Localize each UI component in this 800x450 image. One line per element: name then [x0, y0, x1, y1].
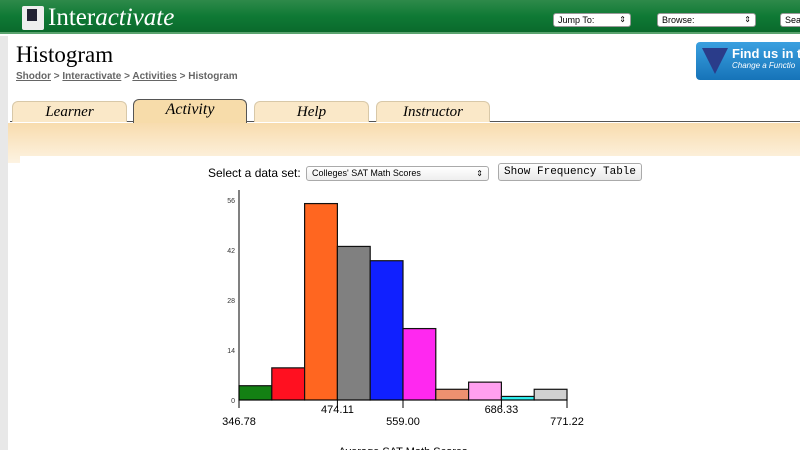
tab-bar: Learner Activity Help Instructor [10, 99, 800, 123]
activity-panel [20, 156, 800, 450]
browse-label: Browse: [662, 15, 695, 25]
histogram-bar [304, 202, 338, 401]
histogram-bar [468, 381, 502, 401]
y-tick-label: 56 [227, 198, 235, 205]
histogram-bar [238, 385, 273, 401]
histogram-bar [533, 388, 568, 401]
x-axis-label: Average SAT Math Scores [338, 446, 468, 450]
breadcrumb-activities[interactable]: Activities [132, 71, 177, 82]
tab-help[interactable]: Help [254, 101, 369, 122]
reader-icon [22, 6, 44, 30]
search-input[interactable]: Sea [780, 13, 800, 27]
dataset-select[interactable]: Colleges' SAT Math Scores ⇕ [306, 166, 489, 181]
select-arrows-icon: ⇕ [476, 169, 483, 178]
breadcrumb: Shodor > Interactivate > Activities > Hi… [16, 71, 238, 82]
tab-instructor[interactable]: Instructor [376, 101, 490, 122]
x-tick-label: 474.11 [321, 404, 354, 416]
x-tick-label: 559.00 [386, 416, 420, 428]
x-tick-label: 771.22 [550, 416, 584, 428]
y-tick-label: 0 [231, 398, 235, 405]
browse-select[interactable]: Browse: ⇕ [657, 13, 756, 27]
y-tick-label: 28 [227, 298, 235, 305]
banner-line-1: Find us in t [732, 46, 800, 61]
histogram-bar [369, 260, 404, 401]
logo-text: Inter [48, 4, 96, 31]
left-border [0, 36, 8, 450]
banner-line-2: Change a Functio [732, 61, 796, 70]
shodor-logo-icon [702, 48, 728, 74]
interactivate-logo[interactable]: Interactivate [22, 4, 174, 32]
x-tick-label: 346.78 [222, 416, 256, 428]
breadcrumb-shodor[interactable]: Shodor [16, 71, 51, 82]
page-title: Histogram [16, 42, 114, 67]
jump-to-select[interactable]: Jump To: ⇕ [553, 13, 631, 27]
breadcrumb-interactivate[interactable]: Interactivate [62, 71, 122, 82]
dataset-label: Select a data set: [208, 166, 301, 180]
x-tick-label: 686.33 [485, 404, 519, 416]
tab-activity[interactable]: Activity [133, 99, 247, 123]
site-header: Interactivate Jump To: ⇕ Browse: ⇕ Sea [0, 0, 800, 34]
show-frequency-table-button[interactable]: Show Frequency Table [498, 163, 642, 181]
select-arrows-icon: ⇕ [619, 15, 626, 24]
search-label: Sea [785, 15, 800, 25]
y-tick-label: 14 [227, 348, 235, 355]
breadcrumb-current: Histogram [188, 71, 238, 82]
histogram-bar [435, 388, 470, 401]
y-tick-label: 42 [227, 248, 235, 255]
find-us-banner[interactable]: Find us in t Change a Functio [696, 42, 800, 80]
histogram-bar [500, 395, 535, 401]
logo-text-italic: activate [95, 4, 175, 31]
tab-learner[interactable]: Learner [12, 101, 127, 122]
histogram-bar [402, 327, 437, 401]
histogram-bar [336, 245, 371, 401]
jump-to-label: Jump To: [558, 15, 595, 25]
dataset-value: Colleges' SAT Math Scores [312, 168, 421, 178]
select-arrows-icon: ⇕ [744, 15, 751, 24]
histogram-bar [271, 367, 306, 401]
